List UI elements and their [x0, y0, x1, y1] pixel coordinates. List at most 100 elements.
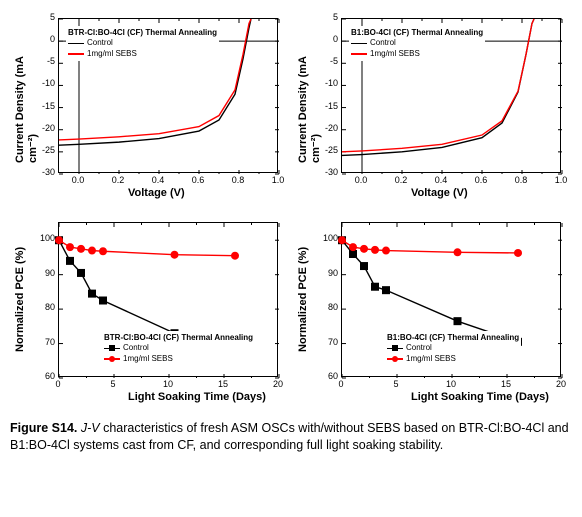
x-tick-label: 0.4: [435, 175, 448, 185]
marker: [88, 247, 96, 255]
legend-title: B1:BO-4Cl (CF) Thermal Annealing: [351, 28, 483, 38]
legend-title: BTR-Cl:BO-4Cl (CF) Thermal Annealing: [68, 28, 217, 38]
legend-swatch: [104, 358, 120, 360]
legend-label: 1mg/ml SEBS: [406, 354, 456, 364]
legend-swatch: [68, 43, 84, 45]
x-tick-label: 0.0: [72, 175, 85, 185]
x-tick-label: 20: [556, 379, 566, 389]
marker: [349, 250, 357, 258]
x-tick-label: 10: [446, 379, 456, 389]
marker: [66, 257, 74, 265]
caption-jv: J-V: [81, 421, 100, 435]
legend-title: B1:BO-4Cl (CF) Thermal Annealing: [387, 333, 519, 343]
legend-swatch: [104, 348, 120, 350]
legend-item: 1mg/ml SEBS: [68, 49, 217, 59]
y-tick-label: 70: [314, 337, 338, 347]
marker: [77, 245, 85, 253]
marker: [382, 247, 390, 255]
marker: [360, 262, 368, 270]
marker: [66, 243, 74, 251]
x-tick-label: 1.0: [272, 175, 285, 185]
y-tick-label: 90: [314, 268, 338, 278]
marker: [231, 252, 239, 260]
y-axis-label: Current Density (mA cm⁻²): [14, 28, 39, 163]
legend: B1:BO-4Cl (CF) Thermal AnnealingControl1…: [349, 26, 485, 61]
legend-title: BTR-Cl:BO-4Cl (CF) Thermal Annealing: [104, 333, 253, 343]
legend-label: 1mg/ml SEBS: [87, 49, 137, 59]
y-tick-label: 80: [314, 302, 338, 312]
legend-label: 1mg/ml SEBS: [123, 354, 173, 364]
legend-swatch: [387, 358, 403, 360]
x-axis-label: Voltage (V): [128, 187, 185, 199]
x-tick-label: 0: [338, 379, 343, 389]
marker: [55, 236, 63, 244]
y-tick-label: 60: [31, 371, 55, 381]
y-tick-label: 5: [31, 12, 55, 22]
y-axis-label: Current Density (mA cm⁻²): [297, 28, 322, 163]
legend-swatch: [351, 53, 367, 55]
x-tick-label: 15: [218, 379, 228, 389]
series-line: [59, 240, 235, 256]
y-tick-label: 80: [31, 302, 55, 312]
x-tick-label: 20: [273, 379, 283, 389]
legend-label: Control: [123, 343, 149, 353]
legend-item: Control: [387, 343, 519, 353]
y-tick-label: -30: [31, 167, 55, 177]
chart-grid: 0.00.20.40.60.81.0-30-25-20-15-10-505Vol…: [10, 10, 572, 414]
legend-label: Control: [406, 343, 432, 353]
panel-top-left: 0.00.20.40.60.81.0-30-25-20-15-10-505Vol…: [10, 10, 289, 210]
x-tick-label: 10: [163, 379, 173, 389]
x-axis-label: Voltage (V): [411, 187, 468, 199]
legend: B1:BO-4Cl (CF) Thermal AnnealingControl1…: [385, 331, 521, 366]
x-tick-label: 5: [393, 379, 398, 389]
x-axis-label: Light Soaking Time (Days): [411, 391, 549, 403]
panel-bottom-right: 0 5 10 15 20 60 70 80 90 100 Light Soaking Time (D…: [293, 214, 572, 414]
legend-label: Control: [370, 38, 396, 48]
marker: [371, 283, 379, 291]
x-tick-label: 0.2: [112, 175, 125, 185]
legend-item: 1mg/ml SEBS: [351, 49, 483, 59]
legend-swatch: [387, 348, 403, 350]
y-axis-label: Normalized PCE (%): [297, 232, 309, 367]
x-axis-label: Light Soaking Time (Days): [128, 391, 266, 403]
y-tick-label: 90: [31, 268, 55, 278]
x-tick-label: 0.6: [475, 175, 488, 185]
marker: [514, 249, 522, 257]
x-tick-label: 0: [55, 379, 60, 389]
figure-caption: Figure S14. J-V characteristics of fresh…: [10, 420, 572, 454]
legend-label: Control: [87, 38, 113, 48]
x-tick-label: 0.0: [355, 175, 368, 185]
x-tick-label: 15: [501, 379, 511, 389]
marker: [454, 248, 462, 256]
marker: [77, 269, 85, 277]
y-tick-label: 70: [31, 337, 55, 347]
panel-top-right: 0.00.20.40.60.81.0-30-25-20-15-10-505Vol…: [293, 10, 572, 210]
y-tick-label: 5: [314, 12, 338, 22]
y-axis-label: Normalized PCE (%): [14, 232, 26, 367]
marker: [382, 286, 390, 294]
x-tick-label: 0.8: [515, 175, 528, 185]
x-tick-label: 0.6: [192, 175, 205, 185]
marker: [88, 290, 96, 298]
x-tick-label: 0.8: [232, 175, 245, 185]
y-tick-label: 60: [314, 371, 338, 381]
y-tick-label: 100: [314, 233, 338, 243]
x-tick-label: 5: [110, 379, 115, 389]
marker: [360, 245, 368, 253]
y-tick-label: 100: [31, 233, 55, 243]
marker: [349, 243, 357, 251]
marker: [454, 317, 462, 325]
caption-label: Figure S14.: [10, 421, 77, 435]
legend: BTR-Cl:BO-4Cl (CF) Thermal AnnealingCont…: [66, 26, 219, 61]
marker: [99, 297, 107, 305]
panel-bottom-left: 0 5 10 15 20 60 70 80 90 100 Light Soaking Time (D…: [10, 214, 289, 414]
legend-swatch: [68, 53, 84, 55]
x-tick-label: 0.2: [395, 175, 408, 185]
series-line: [342, 240, 518, 253]
y-tick-label: -30: [314, 167, 338, 177]
marker: [371, 246, 379, 254]
legend: BTR-Cl:BO-4Cl (CF) Thermal AnnealingCont…: [102, 331, 255, 366]
legend-item: 1mg/ml SEBS: [104, 354, 253, 364]
legend-item: Control: [68, 38, 217, 48]
x-tick-label: 0.4: [152, 175, 165, 185]
